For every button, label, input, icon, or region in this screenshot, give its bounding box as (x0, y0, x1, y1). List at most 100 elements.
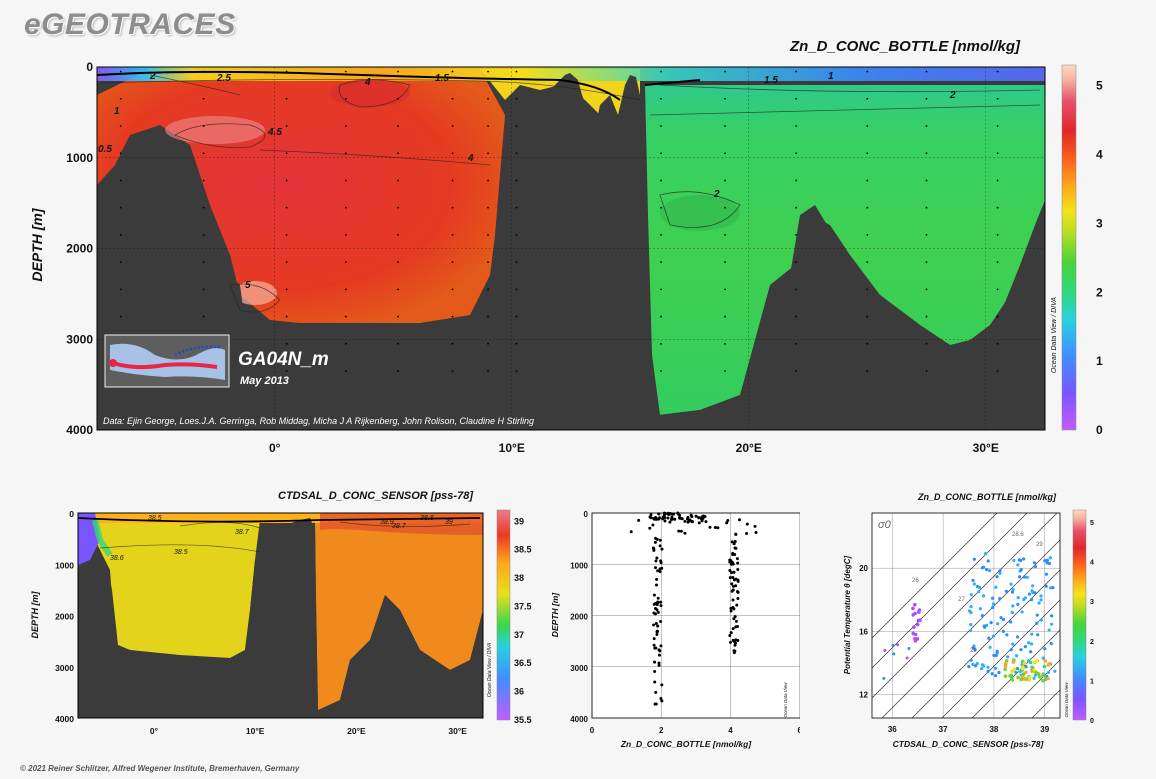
ts-point (915, 622, 920, 627)
main-station-markers (119, 70, 999, 372)
profile-point (737, 518, 741, 522)
profile-point (652, 623, 656, 627)
main-station-sample (487, 206, 489, 209)
profile-point (686, 515, 690, 519)
profile-point (657, 663, 661, 667)
ts-point (986, 665, 990, 669)
ts-point (912, 602, 917, 607)
ts-point (1021, 666, 1025, 671)
ts-isopycnal-label: 28.6 (1012, 532, 1024, 538)
profile-point (652, 517, 656, 521)
ts-point (1022, 575, 1026, 579)
profile-point (697, 521, 701, 525)
main-y-ticks: 0 1000 2000 3000 4000 (66, 60, 93, 437)
salinity-contour-label: 38.5 (174, 549, 188, 556)
main-station-sample (451, 342, 454, 345)
ts-point (1011, 659, 1016, 664)
main-colorbar-tick-label: 1 (1096, 354, 1103, 368)
main-station-sample (724, 233, 726, 236)
ts-point (984, 568, 989, 572)
main-y-axis-label: DEPTH [m] (29, 207, 45, 281)
main-station-sample (344, 370, 347, 372)
main-station-sample (487, 97, 489, 100)
ts-point (1053, 669, 1057, 673)
salinity-seafloor-land (78, 518, 483, 718)
salinity-contour-label: 39 (445, 519, 453, 526)
salinity-contour-label: 38.9 (380, 519, 394, 526)
main-station-sample (515, 370, 518, 372)
profile-point (753, 524, 757, 528)
main-station-sample (285, 342, 288, 345)
ts-plot-title: Zn_D_CONC_BOTTLE [nmol/kg] (918, 492, 1057, 502)
ts-point (1029, 650, 1033, 654)
ts-point (892, 652, 896, 656)
salinity-contour-label: 38.6 (110, 555, 124, 562)
ts-point (1030, 584, 1035, 588)
ts-isopycnals (872, 513, 1060, 718)
profile-point (660, 683, 664, 687)
main-station-sample (660, 288, 662, 291)
profile-point (654, 690, 658, 694)
profile-point (660, 566, 664, 570)
main-station-sample (119, 70, 122, 73)
ts-point (972, 582, 976, 586)
ts-isopycnal-labels: 26 27 28 28.6 29 (912, 532, 1043, 654)
main-station-sample (344, 261, 347, 264)
salinity-colorbar-tick-label: 36.5 (514, 658, 532, 668)
ts-y-axis-label: Potential Temperature θ [degC] (843, 555, 852, 674)
salinity-colorbar-tick-label: 38.5 (514, 545, 532, 555)
ts-point (1030, 665, 1034, 670)
profile-point (733, 649, 737, 653)
main-station-sample (285, 152, 288, 155)
main-station-sample (795, 261, 798, 264)
main-station-sample (119, 152, 122, 155)
ts-point (967, 609, 972, 613)
inset-map (104, 334, 230, 388)
main-station-sample (925, 288, 928, 291)
main-station-sample (996, 315, 999, 318)
ts-point (1039, 618, 1043, 622)
salinity-thick-contour (77, 517, 481, 523)
main-station-sample (724, 70, 726, 73)
ts-point (1009, 582, 1013, 586)
profile-y-tick-label: 2000 (570, 613, 588, 622)
main-station-sample (660, 152, 662, 155)
salinity-plot-frame (77, 512, 484, 719)
ts-point (990, 672, 994, 676)
ts-x-tick-label: 39 (1040, 725, 1049, 734)
main-colorbar (1061, 64, 1077, 431)
ts-point (997, 670, 1001, 675)
profile-x-axis-label: Zn_D_CONC_BOTTLE [nmol/kg] (620, 739, 753, 749)
profile-point (654, 646, 658, 650)
main-station-sample (202, 288, 205, 291)
ts-point (981, 594, 986, 598)
main-station-sample (285, 179, 288, 182)
main-station-sample (515, 261, 518, 264)
salinity-colorbar-ticks: 35.5 36 36.5 37 37.5 38 38.5 39 (514, 516, 532, 725)
profile-point (659, 604, 663, 608)
main-station-sample (925, 370, 928, 372)
main-thick-contour (96, 70, 701, 101)
main-station-sample (866, 233, 869, 236)
profile-x-tick-label: 6 (797, 726, 800, 735)
profile-point (725, 521, 729, 525)
profile-y-tick-label: 0 (584, 510, 589, 519)
ts-point (1049, 586, 1053, 590)
profile-point (663, 512, 667, 516)
salinity-colorbar-tick-label: 37 (514, 630, 524, 640)
profile-x-tick-label: 0 (590, 726, 595, 735)
profile-point (687, 519, 691, 523)
main-contour-label: 2.5 (216, 73, 231, 84)
profile-point (654, 622, 658, 626)
main-station-sample (515, 97, 518, 100)
main-station-sample (660, 261, 662, 264)
ts-sigma-label: σ0 (878, 519, 892, 531)
main-colorbar-tick-label: 3 (1096, 216, 1103, 230)
main-station-sample (660, 315, 662, 318)
salinity-x-tick-label: 20°E (347, 726, 366, 736)
ts-point (971, 662, 975, 666)
ts-x-ticks: 36 37 38 39 (888, 725, 1050, 734)
main-station-sample (344, 233, 347, 236)
profile-point (731, 598, 735, 602)
ts-point (1037, 674, 1042, 679)
